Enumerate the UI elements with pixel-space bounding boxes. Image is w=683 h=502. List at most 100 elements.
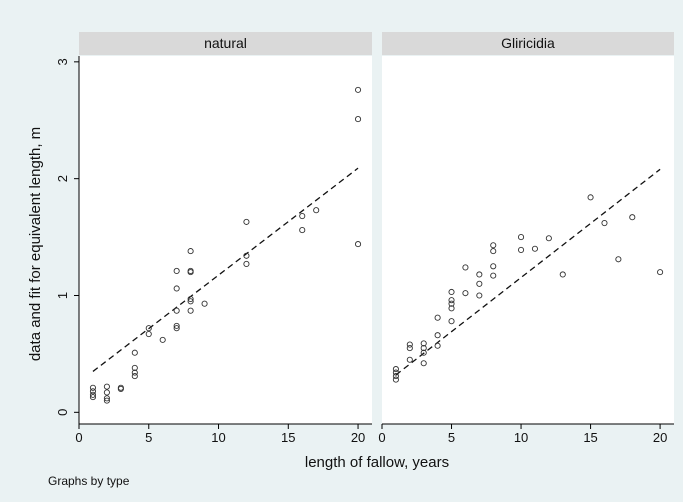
data-point bbox=[354, 86, 362, 93]
data-point bbox=[657, 269, 664, 276]
data-point bbox=[476, 292, 483, 299]
data-point bbox=[243, 252, 250, 259]
data-point bbox=[517, 234, 525, 241]
data-point bbox=[517, 246, 525, 253]
y-axis-label: data and fit for equivalent length, m bbox=[27, 127, 44, 361]
data-point bbox=[117, 384, 124, 391]
data-point bbox=[392, 366, 399, 373]
data-point bbox=[103, 389, 110, 396]
data-point bbox=[490, 248, 497, 255]
data-point bbox=[434, 342, 441, 349]
data-point bbox=[299, 213, 306, 220]
data-point bbox=[187, 298, 194, 305]
data-point bbox=[131, 349, 138, 356]
x-tick-label: 15 bbox=[281, 430, 295, 445]
data-point bbox=[392, 369, 399, 376]
data-point bbox=[103, 395, 110, 402]
data-point bbox=[89, 388, 97, 395]
panel-header bbox=[382, 32, 674, 55]
data-point bbox=[201, 300, 208, 307]
panel-title: natural bbox=[204, 35, 247, 51]
y-tick-label: 1 bbox=[55, 292, 70, 299]
data-point bbox=[131, 373, 138, 380]
data-point bbox=[131, 369, 138, 376]
data-point bbox=[89, 384, 97, 391]
data-point bbox=[145, 330, 152, 338]
data-point bbox=[531, 245, 539, 252]
panel-title: Gliricidia bbox=[501, 35, 555, 51]
data-point bbox=[601, 220, 608, 227]
x-tick-label: 10 bbox=[211, 430, 225, 445]
data-point bbox=[187, 248, 194, 255]
data-point bbox=[406, 345, 413, 352]
data-point bbox=[448, 305, 455, 312]
fit-line bbox=[92, 167, 359, 372]
panel-gliricidia: Gliricidia 0 5 10 15 20 bbox=[378, 32, 674, 445]
data-point bbox=[476, 271, 483, 278]
data-point bbox=[89, 391, 97, 398]
data-point bbox=[392, 373, 399, 380]
data-point bbox=[354, 241, 362, 248]
data-point bbox=[173, 325, 180, 332]
data-point bbox=[476, 280, 483, 287]
data-point bbox=[406, 341, 413, 348]
fit-line bbox=[395, 168, 661, 376]
data-point bbox=[187, 295, 194, 303]
data-point bbox=[173, 285, 180, 292]
panel-natural: natural 0 1 2 3 0 5 10 15 20 bbox=[55, 32, 372, 445]
x-tick-label: 15 bbox=[583, 430, 597, 445]
x-tick-label: 5 bbox=[448, 430, 455, 445]
data-point bbox=[299, 227, 306, 234]
x-tick-label: 10 bbox=[514, 430, 528, 445]
data-point bbox=[173, 322, 180, 329]
data-point bbox=[145, 325, 152, 332]
data-point bbox=[545, 235, 552, 242]
data-point bbox=[587, 194, 594, 201]
data-point bbox=[420, 349, 427, 356]
data-point bbox=[462, 264, 469, 271]
y-tick-label: 3 bbox=[55, 58, 70, 65]
data-point bbox=[420, 360, 427, 367]
data-point bbox=[173, 307, 180, 314]
data-point bbox=[131, 364, 138, 371]
data-point bbox=[173, 267, 180, 275]
data-point bbox=[420, 340, 427, 347]
x-tick-label: 0 bbox=[378, 430, 385, 445]
x-tick-label: 20 bbox=[653, 430, 667, 445]
plot-area bbox=[382, 56, 674, 424]
graphs-by-note: Graphs by type bbox=[48, 474, 130, 488]
data-point bbox=[313, 207, 320, 214]
x-tick-label: 0 bbox=[75, 430, 82, 445]
x-tick-label: 20 bbox=[351, 430, 365, 445]
plot-area bbox=[79, 56, 372, 424]
data-point bbox=[448, 297, 455, 304]
data-point bbox=[159, 336, 166, 343]
x-axis-label: length of fallow, years bbox=[305, 454, 449, 471]
data-point bbox=[448, 300, 455, 307]
data-point bbox=[89, 394, 97, 401]
data-point bbox=[187, 307, 194, 314]
data-point bbox=[490, 272, 497, 279]
data-point bbox=[420, 345, 427, 352]
data-point bbox=[490, 263, 497, 270]
panel-header bbox=[79, 32, 372, 55]
data-point bbox=[448, 318, 455, 325]
data-point bbox=[559, 271, 566, 278]
x-tick-label: 5 bbox=[145, 430, 152, 445]
data-point bbox=[615, 256, 622, 263]
data-point bbox=[243, 218, 250, 225]
data-point bbox=[354, 116, 362, 123]
data-point bbox=[187, 267, 194, 275]
data-point bbox=[462, 290, 469, 297]
data-point bbox=[448, 288, 455, 296]
data-point bbox=[103, 397, 110, 404]
y-tick-label: 2 bbox=[55, 175, 70, 182]
data-point bbox=[434, 332, 441, 339]
data-point bbox=[490, 242, 497, 249]
data-point bbox=[243, 260, 250, 267]
y-tick-label: 0 bbox=[55, 409, 70, 416]
data-point bbox=[103, 383, 110, 390]
data-point bbox=[629, 214, 636, 221]
data-point bbox=[406, 356, 413, 363]
